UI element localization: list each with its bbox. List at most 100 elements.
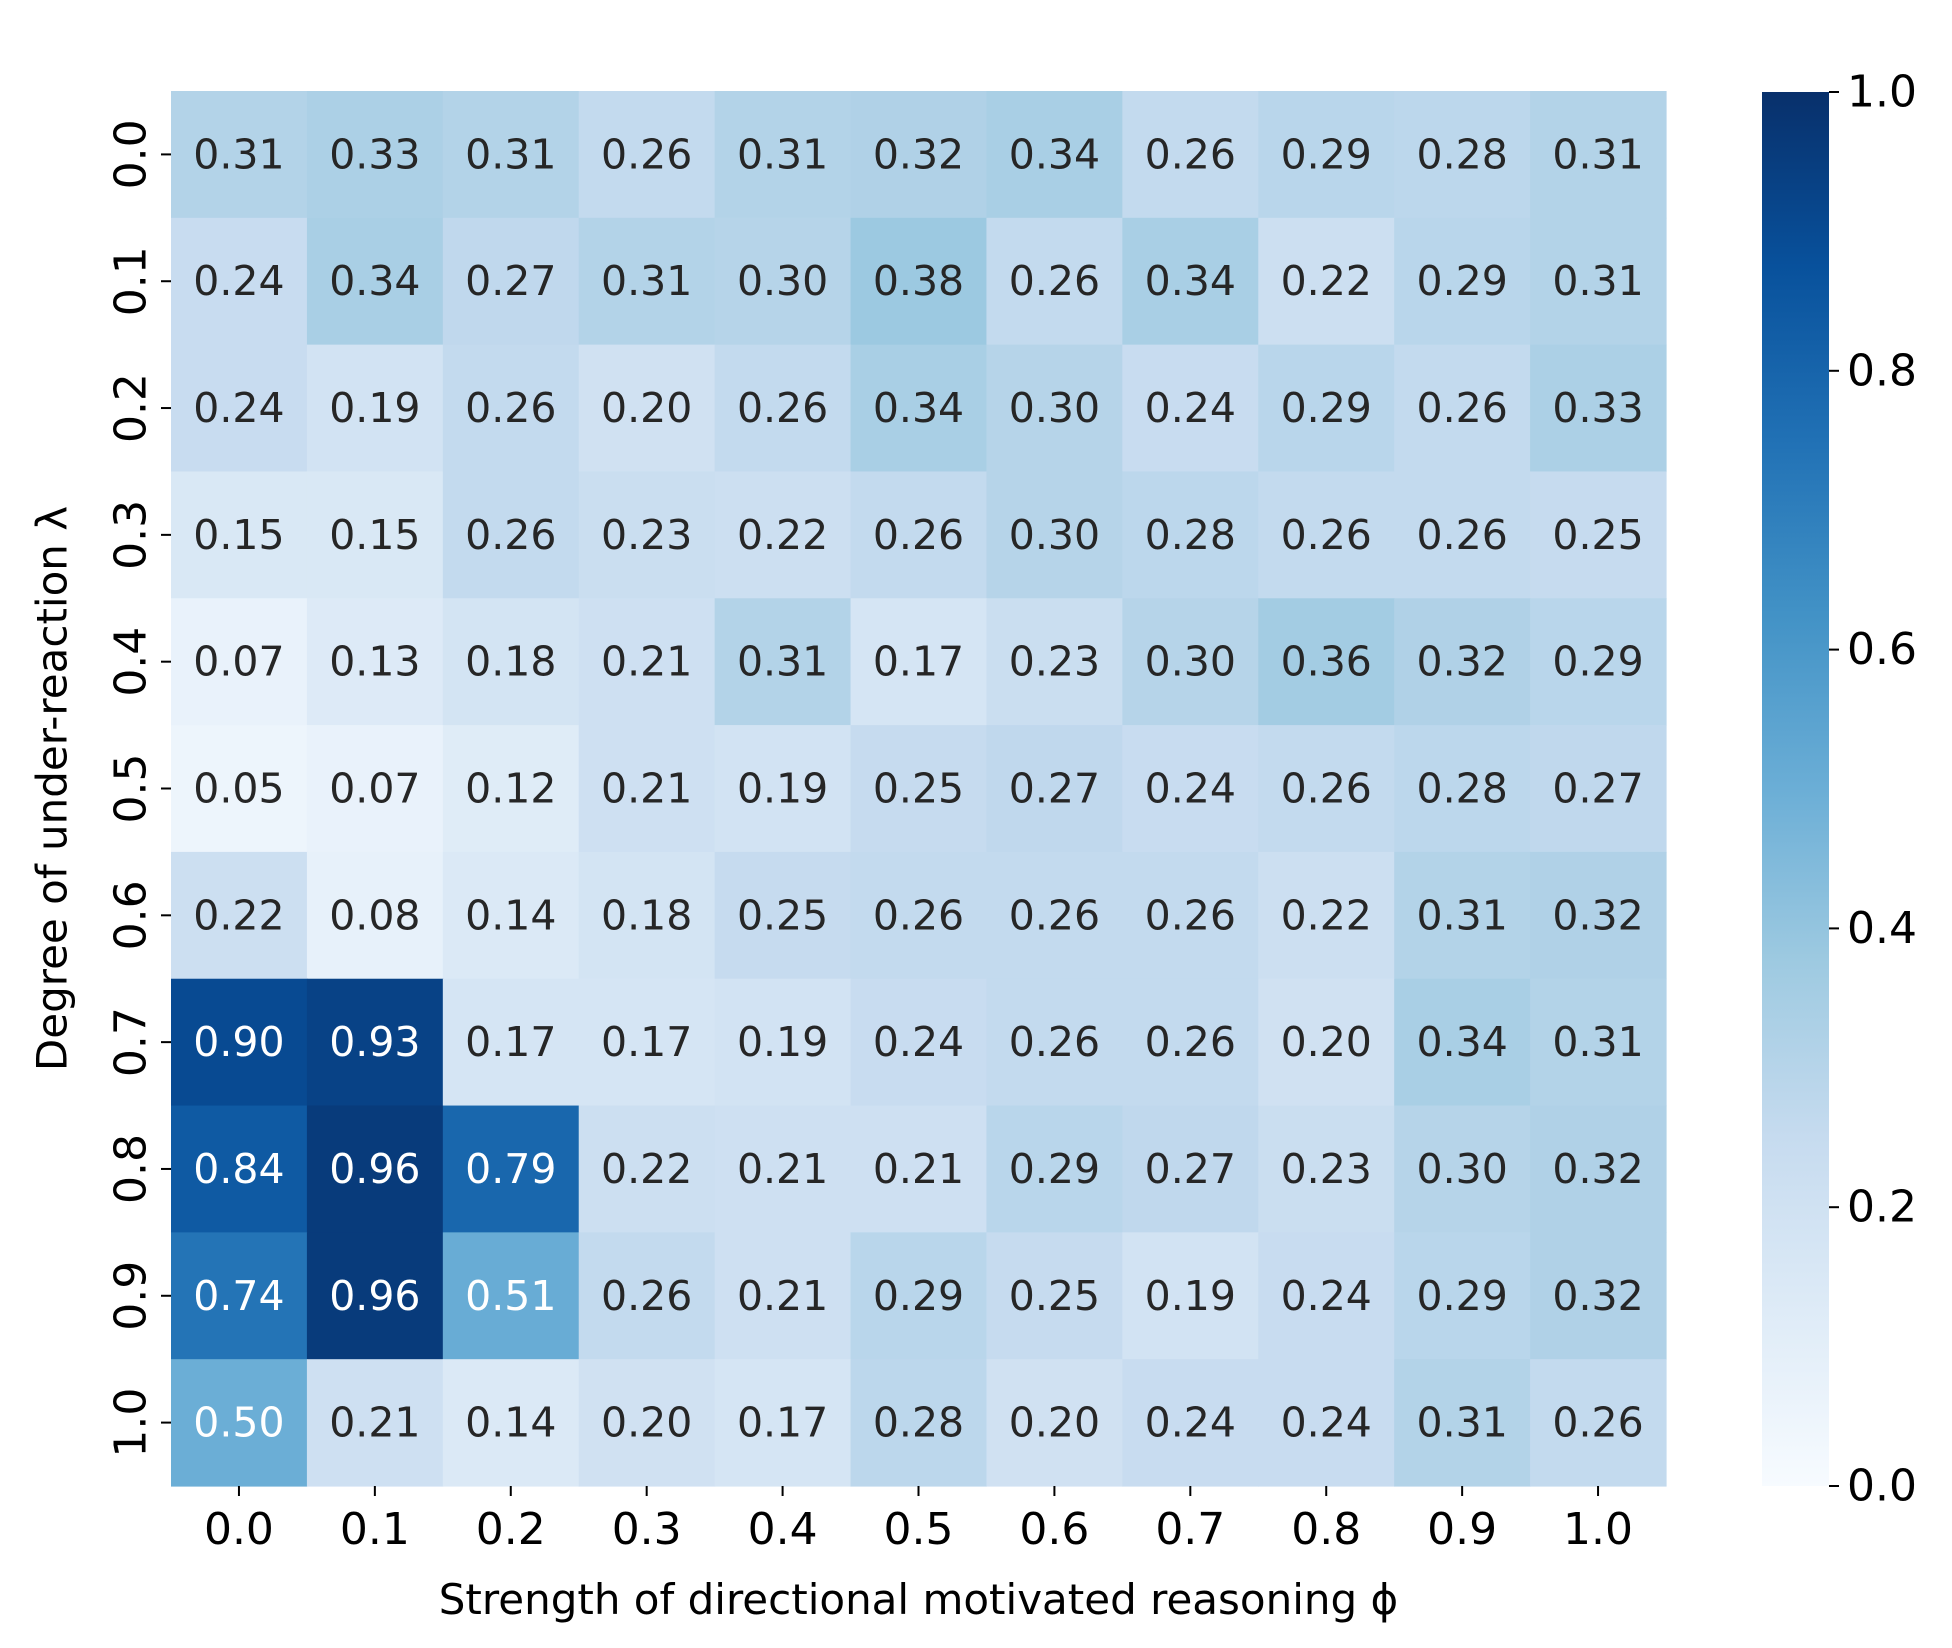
cell-value-label: 0.84 (193, 1145, 284, 1193)
heatmap-cell (850, 725, 988, 853)
heatmap-cell (306, 1105, 444, 1233)
cell-value-label: 0.26 (873, 511, 964, 559)
cell-value-label: 0.22 (737, 511, 828, 559)
cell-value-label: 0.33 (1552, 384, 1643, 432)
heatmap-cell (1122, 471, 1259, 599)
heatmap-cell (1258, 1359, 1395, 1487)
cell-value-label: 0.26 (465, 511, 556, 559)
heatmap-cell (714, 978, 852, 1107)
heatmap-cell (442, 978, 580, 1107)
heatmap-cell (986, 344, 1123, 473)
colorbar-tick-label: 0.8 (1847, 345, 1917, 396)
heatmap-cell (1394, 344, 1531, 473)
heatmap-cell (986, 217, 1123, 346)
colorbar-tick-label: 1.0 (1847, 67, 1917, 118)
heatmap-cell (578, 851, 716, 980)
heatmap-cell (1258, 471, 1395, 599)
heatmap-cell (1258, 978, 1395, 1107)
x-tick-label: 0.9 (1427, 1504, 1497, 1555)
heatmap-cell (442, 1359, 580, 1487)
cell-value-label: 0.79 (465, 1145, 556, 1193)
heatmap-cell (1394, 725, 1531, 853)
cell-value-label: 0.31 (1416, 1399, 1507, 1447)
colorbar-gradient-bar (1762, 92, 1829, 1486)
cell-value-label: 0.34 (1416, 1018, 1507, 1066)
heatmap-cell (714, 344, 852, 473)
cell-value-label: 0.20 (601, 1399, 692, 1447)
heatmap-cell (1530, 1359, 1667, 1487)
cell-value-label: 0.26 (1145, 891, 1236, 939)
cell-value-label: 0.23 (1009, 638, 1100, 686)
cell-value-label: 0.05 (193, 765, 284, 813)
heatmap-cell (578, 598, 716, 726)
heatmap-cell (1530, 851, 1667, 980)
x-tick-label: 0.7 (1155, 1504, 1225, 1555)
cell-value-label: 0.21 (873, 1145, 964, 1193)
heatmap-cell (306, 344, 444, 473)
heatmap-cell (442, 598, 580, 726)
heatmap-cell (306, 725, 444, 853)
heatmap-cell (850, 598, 988, 726)
cell-value-label: 0.17 (737, 1399, 828, 1447)
heatmap-cell (306, 1359, 444, 1487)
heatmap-cell (578, 1105, 716, 1233)
heatmap-cell (578, 471, 716, 599)
heatmap-cell (850, 471, 988, 599)
heatmap-cell (1394, 217, 1531, 346)
x-tick-label: 0.3 (612, 1504, 682, 1555)
cell-value-label: 0.27 (1552, 765, 1643, 813)
cell-value-label: 0.26 (1009, 891, 1100, 939)
heatmap-cell (578, 725, 716, 853)
cell-value-label: 0.30 (1009, 384, 1100, 432)
heatmap-cell (1394, 598, 1531, 726)
y-axis: 0.0 0.1 0.2 0.3 0.4 0.5 0.6 0.7 0.8 0.9 1.0 (106, 119, 171, 1458)
x-tick-label: 0.4 (748, 1504, 818, 1555)
heatmap-cell (986, 851, 1123, 980)
cell-value-label: 0.31 (193, 130, 284, 178)
cell-value-label: 0.31 (1552, 130, 1643, 178)
heatmap-cell (442, 1232, 580, 1360)
colorbar: 0.0 0.2 0.4 0.6 0.8 1.0 (1762, 67, 1917, 1512)
cell-value-label: 0.25 (737, 891, 828, 939)
cell-value-label: 0.34 (329, 257, 420, 305)
heatmap-cell (714, 471, 852, 599)
heatmap-cell (986, 91, 1123, 219)
heatmap-cell (1258, 91, 1395, 219)
cell-value-label: 0.26 (1281, 765, 1372, 813)
cell-value-label: 0.31 (601, 257, 692, 305)
cell-value-label: 0.28 (1145, 511, 1236, 559)
cell-value-label: 0.21 (737, 1145, 828, 1193)
x-axis: 0.0 0.1 0.2 0.3 0.4 0.5 0.6 0.7 0.8 0.9 1.0 (204, 1486, 1633, 1555)
cell-value-label: 0.26 (1416, 384, 1507, 432)
heatmap-cell (578, 978, 716, 1107)
heatmap-cell (171, 1105, 308, 1233)
x-axis-title: Strength of directional motivated reason… (439, 1575, 1398, 1624)
colorbar-tick-label: 0.0 (1847, 1461, 1917, 1512)
cell-value-label: 0.07 (193, 638, 284, 686)
cell-value-label: 0.28 (873, 1399, 964, 1447)
x-tick-label: 0.6 (1019, 1504, 1089, 1555)
cell-value-label: 0.30 (1416, 1145, 1507, 1193)
cell-value-label: 0.24 (873, 1018, 964, 1066)
cell-value-label: 0.26 (1145, 1018, 1236, 1066)
cell-value-label: 0.18 (465, 638, 556, 686)
heatmap-cell (1122, 1232, 1259, 1360)
cell-value-label: 0.24 (1281, 1272, 1372, 1320)
heatmap-cell (986, 725, 1123, 853)
cell-value-label: 0.26 (737, 384, 828, 432)
heatmap-cell (1394, 978, 1531, 1107)
heatmap-cell-labels: 0.31 0.33 0.31 0.26 0.31 0.32 0.34 0.26 0.29 0.28… (193, 130, 1643, 1446)
cell-value-label: 0.26 (873, 891, 964, 939)
cell-value-label: 0.26 (601, 130, 692, 178)
cell-value-label: 0.24 (1145, 765, 1236, 813)
cell-value-label: 0.22 (1281, 891, 1372, 939)
heatmap-cell (850, 344, 988, 473)
cell-value-label: 0.07 (329, 765, 420, 813)
cell-value-label: 0.27 (465, 257, 556, 305)
heatmap-cell (1530, 1105, 1667, 1233)
cell-value-label: 0.20 (601, 384, 692, 432)
colorbar-tick-label: 0.4 (1847, 903, 1917, 954)
heatmap-cell (850, 1232, 988, 1360)
cell-value-label: 0.19 (737, 765, 828, 813)
